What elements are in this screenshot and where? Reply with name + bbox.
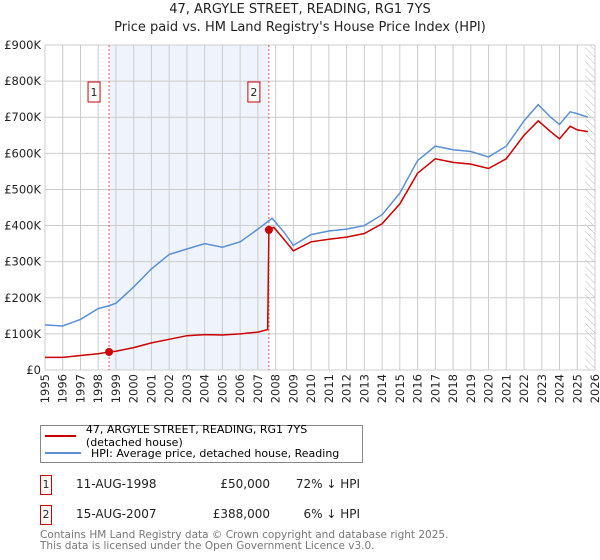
legend: 47, ARGYLE STREET, READING, RG1 7YS (det… [40,423,363,463]
x-tick-label: 2006 [233,374,247,403]
y-tick-label: £100K [4,327,41,341]
x-tick-label: 2004 [198,374,212,403]
sale-badge: 2 [40,505,52,525]
footer-line: This data is licensed under the Open Gov… [40,540,375,552]
y-tick-label: £200K [4,291,41,305]
x-tick-label: 2025 [570,374,584,403]
sale-badge: 1 [40,475,52,495]
sale-point [105,347,114,356]
sale-price: £388,000 [212,507,270,521]
x-tick-label: 2011 [322,374,336,403]
y-tick-label: £600K [4,146,41,160]
sale-point [264,225,273,234]
red-line-swatch [45,435,76,437]
x-tick-label: 1997 [73,374,87,403]
x-tick-label: 1999 [109,374,123,403]
x-tick-label: 2015 [393,374,407,403]
footer: Contains HM Land Registry data © Crown c… [40,530,448,552]
x-tick-label: 2010 [304,374,318,403]
sale-price: £50,000 [220,477,270,491]
legend-item-property: 47, ARGYLE STREET, READING, RG1 7YS (det… [45,423,362,449]
y-tick-label: £400K [4,219,41,233]
property-price-line [45,119,589,359]
x-tick-label: 1995 [38,374,52,403]
x-tick-label: 2018 [446,374,460,403]
y-tick-label: £0 [26,363,41,377]
table-row: 2 15-AUG-2007 £388,000 6% ↓ HPI [40,505,370,525]
sale-label: 2 [250,86,257,99]
x-tick-label: 2022 [517,374,531,403]
sale-label-box [247,81,261,103]
legend-label: HPI: Average price, detached house, Read… [91,446,340,460]
sale-hpi-diff: 72% ↓ HPI [295,477,360,491]
x-tick-label: 2002 [162,374,176,403]
legend-label: 47, ARGYLE STREET, READING, RG1 7YS (det… [85,423,308,449]
x-tick-label: 1996 [56,374,70,403]
x-tick-label: 2005 [215,374,229,403]
x-tick-label: 2008 [269,374,283,403]
x-tick-label: 2009 [286,374,300,403]
y-tick-label: £700K [4,110,41,124]
x-tick-label: 2026 [588,374,600,403]
x-tick-label: 2023 [535,374,549,403]
legend-item-hpi: HPI: Average price, detached house, Read… [45,445,339,461]
y-tick-label: £800K [4,74,41,88]
table-row: 1 11-AUG-1998 £50,000 72% ↓ HPI [40,475,370,495]
sale-label-box [87,81,101,103]
x-tick-label: 2003 [180,374,194,403]
x-tick-label: 2000 [127,374,141,403]
chart-subtitle: Price paid vs. HM Land Registry's House … [114,20,486,35]
x-tick-label: 1998 [91,374,105,403]
y-tick-label: £300K [4,255,41,269]
sale-hpi-diff: 6% ↓ HPI [303,507,360,521]
x-tick-label: 2014 [375,374,389,403]
x-tick-label: 2019 [464,374,478,403]
chart-title: 47, ARGYLE STREET, READING, RG1 7YS [169,2,431,17]
x-tick-label: 2001 [144,374,158,403]
y-tick-label: £500K [4,182,41,196]
x-tick-label: 2020 [482,374,496,403]
x-tick-label: 2021 [499,374,513,403]
sale-period-shading [109,45,269,370]
x-tick-label: 2024 [553,374,567,403]
x-tick-label: 2017 [428,374,442,403]
plot-area: 1995 1996 1997 1998 1999 2000 2001 2002 2003 2004… [4,38,600,403]
hpi-line [44,103,589,327]
x-tick-label: 2013 [357,374,371,403]
y-tick-label: £900K [4,38,41,52]
sale-date: 11-AUG-1998 [76,477,157,491]
forecast-hatch [585,45,595,370]
sale-label: 1 [91,86,98,99]
blue-line-swatch [45,452,81,454]
x-tick-label: 2007 [251,374,265,403]
sale-date: 15-AUG-2007 [76,507,157,521]
footer-line: Contains HM Land Registry data © Crown c… [40,529,449,541]
x-tick-label: 2012 [340,374,354,403]
x-tick-label: 2016 [411,374,425,403]
